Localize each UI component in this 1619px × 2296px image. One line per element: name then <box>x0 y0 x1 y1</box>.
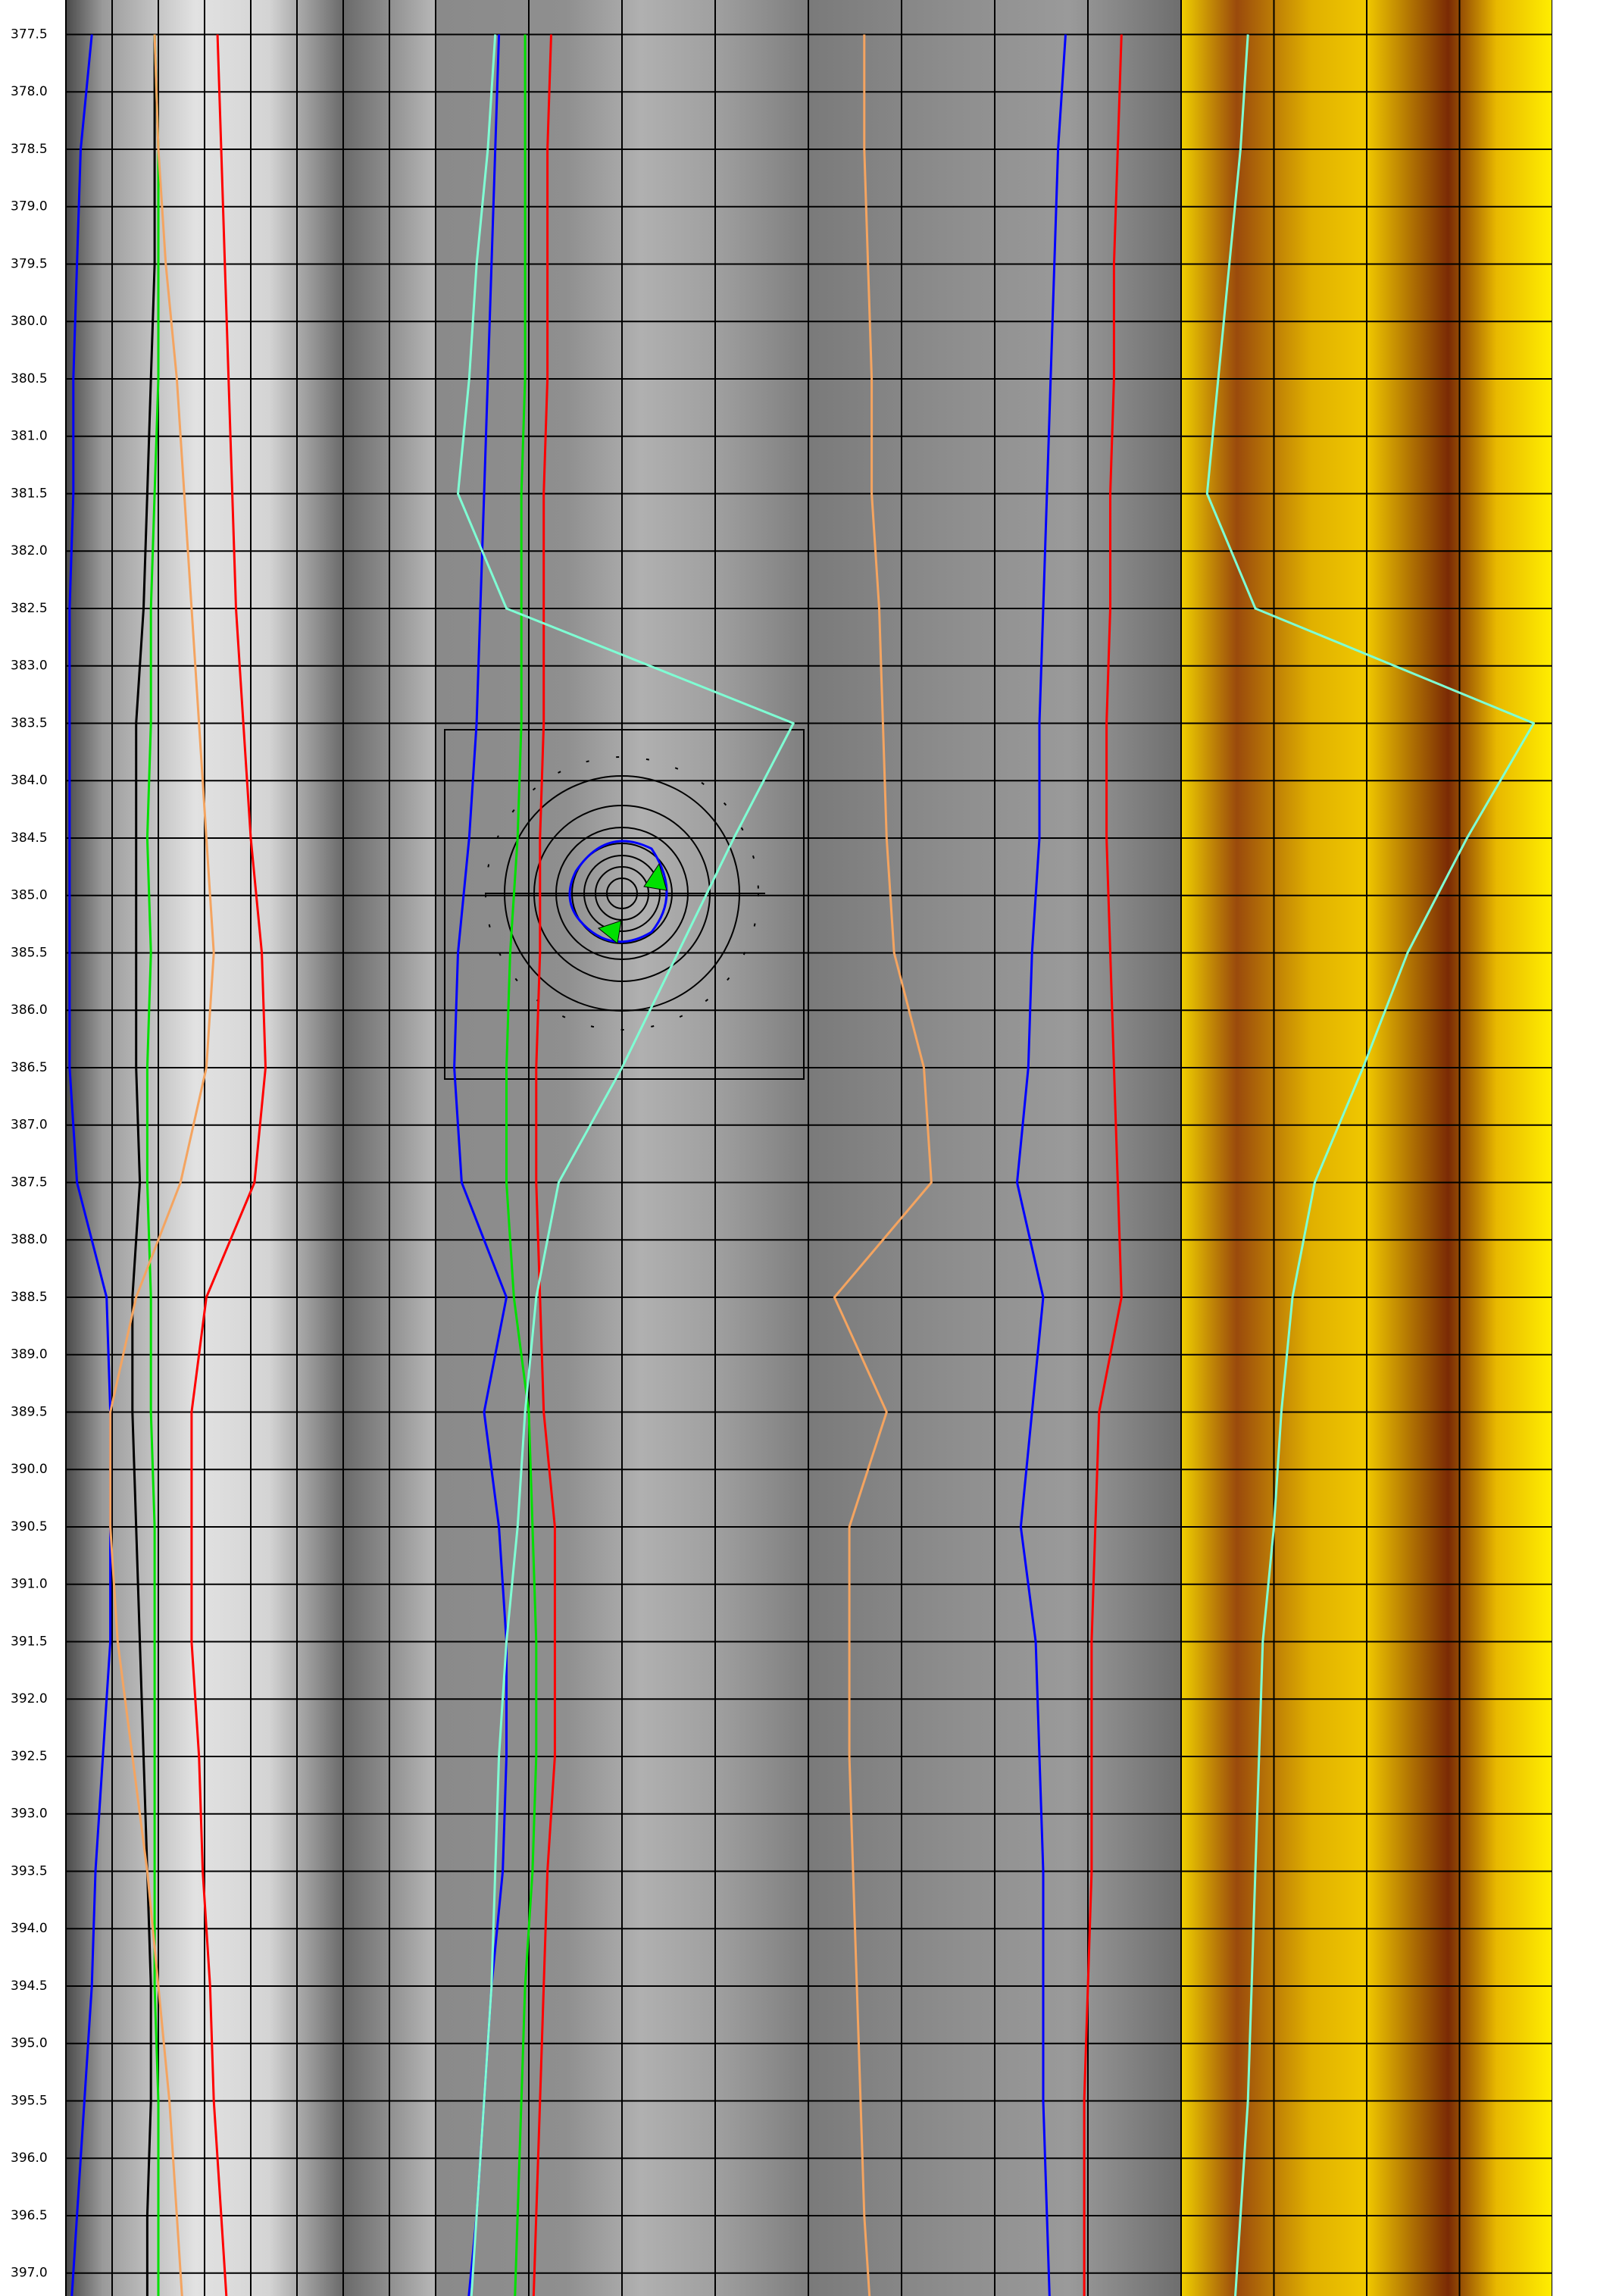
y-tick-label: 391.0 <box>11 1577 48 1592</box>
y-tick-label: 382.5 <box>11 601 48 616</box>
y-tick-label: 379.5 <box>11 256 48 271</box>
y-tick-label: 379.0 <box>11 199 48 214</box>
y-tick-label: 393.5 <box>11 1863 48 1878</box>
y-tick-label: 395.5 <box>11 2093 48 2108</box>
y-tick-label: 385.5 <box>11 945 48 960</box>
y-tick-label: 381.5 <box>11 486 48 501</box>
y-tick-label: 381.0 <box>11 429 48 444</box>
log-curve <box>1205 34 1535 2296</box>
y-tick-label: 396.0 <box>11 2151 48 2166</box>
log-curve <box>457 34 795 2296</box>
y-tick-label: 378.5 <box>11 142 48 157</box>
y-tick-label: 397.0 <box>11 2266 48 2281</box>
log-curve <box>68 34 112 2296</box>
log-curve <box>532 34 556 2296</box>
y-tick-label: 383.0 <box>11 658 48 674</box>
y-tick-label: 382.0 <box>11 543 48 558</box>
curves <box>68 34 1535 2296</box>
grid <box>65 0 1553 2296</box>
log-curve <box>190 34 267 2296</box>
y-tick-label: 389.5 <box>11 1404 48 1419</box>
log-curve <box>1083 34 1123 2296</box>
log-curve <box>131 34 156 2296</box>
y-tick-label: 386.5 <box>11 1060 48 1075</box>
y-tick-label: 386.0 <box>11 1003 48 1018</box>
y-tick-label: 380.5 <box>11 371 48 386</box>
y-tick-label: 383.5 <box>11 715 48 730</box>
y-tick-label: 384.0 <box>11 773 48 788</box>
y-tick-label: 389.0 <box>11 1347 48 1362</box>
y-tick-label: 378.0 <box>11 84 48 99</box>
y-tick-label: 391.5 <box>11 1634 48 1649</box>
log-curve <box>453 34 508 2296</box>
y-tick-label: 395.0 <box>11 2036 48 2051</box>
y-tick-label: 384.5 <box>11 831 48 846</box>
y-tick-label: 380.0 <box>11 314 48 329</box>
log-curve <box>833 34 933 2296</box>
log-curve <box>109 34 215 2296</box>
log-curve <box>1016 34 1067 2296</box>
polar-plot <box>444 729 805 1080</box>
y-tick-label: 387.0 <box>11 1118 48 1133</box>
y-tick-label: 385.0 <box>11 888 48 903</box>
y-tick-label: 393.0 <box>11 1806 48 1822</box>
depth-labels: 377.5 378.0 378.5 379.0 379.5 380.0 380.5 381.0… <box>11 27 48 2280</box>
log-curve <box>505 34 538 2296</box>
y-tick-label: 394.0 <box>11 1921 48 1936</box>
y-tick-label: 377.5 <box>11 27 48 42</box>
y-tick-label: 387.5 <box>11 1175 48 1190</box>
y-tick-label: 390.5 <box>11 1519 48 1534</box>
right-margin <box>1552 0 1619 2296</box>
y-tick-label: 390.0 <box>11 1462 48 1477</box>
y-tick-label: 392.0 <box>11 1691 48 1706</box>
y-tick-label: 388.0 <box>11 1232 48 1247</box>
y-tick-label: 392.5 <box>11 1749 48 1764</box>
y-tick-label: 388.5 <box>11 1290 48 1305</box>
y-tick-label: 396.5 <box>11 2208 48 2223</box>
y-tick-label: 394.5 <box>11 1979 48 1994</box>
